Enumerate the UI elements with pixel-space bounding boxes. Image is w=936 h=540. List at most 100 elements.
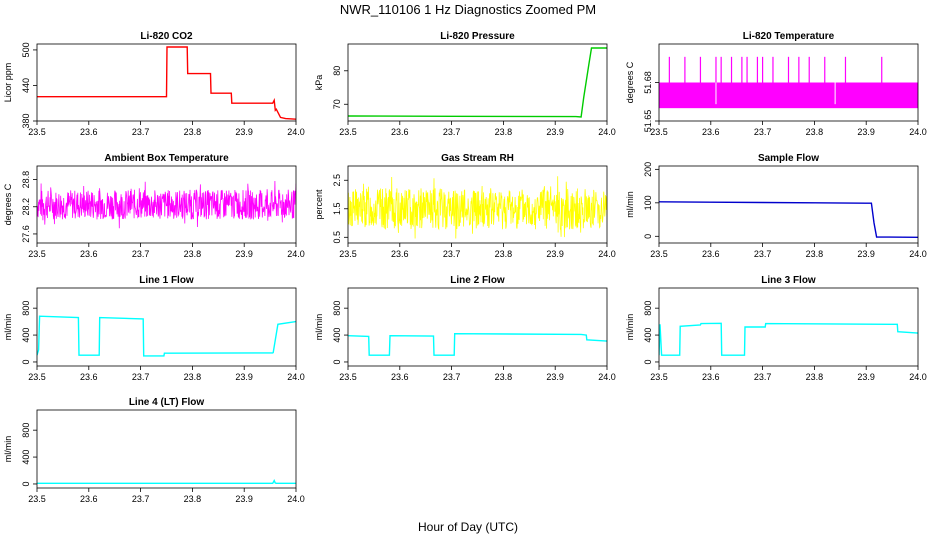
x-tick-label: 23.6 [702, 127, 720, 137]
x-axis-title: Hour of Day (UTC) [418, 520, 518, 534]
panel-title: Li-820 Temperature [743, 31, 835, 42]
x-tick-label: 23.5 [28, 127, 46, 137]
y-axis-label: degrees C [625, 61, 635, 103]
y-tick-label: 28.8 [21, 171, 31, 189]
y-tick-label: 0 [21, 481, 31, 486]
y-axis-label: ml/min [625, 191, 635, 218]
x-tick-label: 23.5 [28, 372, 46, 382]
noise-line [37, 180, 296, 229]
panel-title: Gas Stream RH [441, 153, 514, 164]
x-tick-label: 24.0 [598, 249, 616, 259]
panel-frame [347, 165, 608, 244]
x-tick-label: 23.6 [702, 249, 720, 259]
x-tick-label: 23.9 [235, 249, 253, 259]
data-line [348, 47, 607, 118]
y-tick-label: 800 [332, 301, 342, 316]
x-tick-label: 24.0 [287, 127, 305, 137]
y-tick-label: 440 [21, 78, 31, 93]
y-tick-label: 400 [332, 328, 342, 343]
x-tick-label: 23.8 [495, 249, 513, 259]
y-axis-label: ml/min [314, 314, 324, 341]
x-tick-label: 23.7 [132, 127, 150, 137]
x-tick-label: 23.9 [857, 249, 875, 259]
y-axis-label: kPa [314, 75, 324, 91]
x-tick-label: 23.5 [28, 494, 46, 504]
data-line [37, 479, 296, 484]
panel-6: Line 1 Flow 23.5 23.6 23.7 23.8 23.9 24.0 0 400 8… [3, 275, 305, 382]
y-tick-label: 27.6 [21, 225, 31, 243]
y-tick-label: 200 [643, 162, 653, 177]
x-tick-label: 23.8 [184, 494, 202, 504]
y-tick-label: 2.5 [332, 174, 342, 187]
y-axis-label: ml/min [3, 436, 13, 463]
x-tick-label: 23.9 [235, 372, 253, 382]
panel-title: Line 1 Flow [139, 275, 194, 286]
panel-5: Sample Flow 23.5 23.6 23.7 23.8 23.9 24.0 0 100 2… [625, 153, 927, 259]
panel-frame [36, 409, 297, 489]
y-tick-label: 0 [643, 234, 653, 239]
figure-title: NWR_110106 1 Hz Diagnostics Zoomed PM [340, 2, 596, 17]
plot-area [348, 47, 607, 118]
panel-title: Line 4 (LT) Flow [129, 397, 205, 408]
plot-area [37, 315, 296, 357]
x-tick-label: 23.8 [184, 372, 202, 382]
panel-title: Li-820 Pressure [440, 31, 515, 42]
y-axis-label: Licor ppm [3, 63, 13, 103]
y-tick-label: 0 [332, 359, 342, 364]
x-tick-label: 23.5 [339, 249, 357, 259]
panel-frame [36, 43, 297, 122]
x-tick-label: 23.6 [391, 249, 409, 259]
panel-frame [36, 165, 297, 244]
panel-frame [36, 287, 297, 367]
y-tick-label: 51.68 [643, 71, 653, 94]
x-tick-label: 23.7 [443, 127, 461, 137]
x-tick-label: 23.9 [546, 249, 564, 259]
panel-1: Li-820 Pressure 23.5 23.6 23.7 23.8 23.9 24.0 7… [314, 31, 616, 137]
panel-title: Ambient Box Temperature [104, 153, 229, 164]
panel-8: Line 3 Flow 23.5 23.6 23.7 23.8 23.9 24.0 0 400 8… [625, 275, 927, 382]
x-tick-label: 23.6 [80, 127, 98, 137]
panel-7: Line 2 Flow 23.5 23.6 23.7 23.8 23.9 24.0 0 400 8… [314, 275, 616, 382]
x-tick-label: 24.0 [287, 372, 305, 382]
x-tick-label: 24.0 [909, 249, 927, 259]
x-tick-label: 23.8 [495, 372, 513, 382]
panel-title: Li-820 CO2 [140, 31, 193, 42]
data-line [659, 322, 918, 356]
x-tick-label: 23.5 [339, 372, 357, 382]
panel-4: Gas Stream RH 23.5 23.6 23.7 23.8 23.9 24.0 0.5… [314, 153, 616, 259]
temperature-band [659, 82, 918, 109]
panel-grid: Li-820 CO2 23.5 23.6 23.7 23.8 23.9 24.0 380 440… [3, 31, 927, 504]
y-tick-label: 800 [21, 423, 31, 438]
x-tick-label: 23.5 [650, 127, 668, 137]
y-tick-label: 51.65 [643, 110, 653, 133]
x-tick-label: 23.6 [80, 494, 98, 504]
x-tick-label: 23.9 [546, 372, 564, 382]
y-tick-label: 800 [643, 301, 653, 316]
y-tick-label: 70 [332, 99, 342, 109]
y-tick-label: 0.5 [332, 231, 342, 244]
x-tick-label: 23.9 [546, 127, 564, 137]
y-tick-label: 28.2 [21, 198, 31, 216]
x-tick-label: 23.7 [754, 372, 772, 382]
y-tick-label: 400 [21, 328, 31, 343]
y-tick-label: 400 [21, 450, 31, 465]
y-tick-label: 80 [332, 66, 342, 76]
x-tick-label: 23.6 [391, 127, 409, 137]
x-tick-label: 23.8 [806, 249, 824, 259]
data-line [37, 315, 296, 357]
x-tick-label: 23.8 [806, 372, 824, 382]
x-tick-label: 23.8 [495, 127, 513, 137]
x-tick-label: 23.7 [443, 372, 461, 382]
data-line [659, 201, 918, 238]
x-tick-label: 23.7 [132, 494, 150, 504]
panel-frame [347, 43, 608, 122]
x-tick-label: 24.0 [909, 127, 927, 137]
panel-title: Sample Flow [758, 153, 819, 164]
x-tick-label: 24.0 [287, 494, 305, 504]
plot-area [659, 201, 918, 238]
plot-area [659, 322, 918, 356]
x-tick-label: 23.5 [28, 249, 46, 259]
x-tick-label: 23.6 [80, 372, 98, 382]
data-line [348, 332, 607, 356]
x-tick-label: 23.7 [443, 249, 461, 259]
